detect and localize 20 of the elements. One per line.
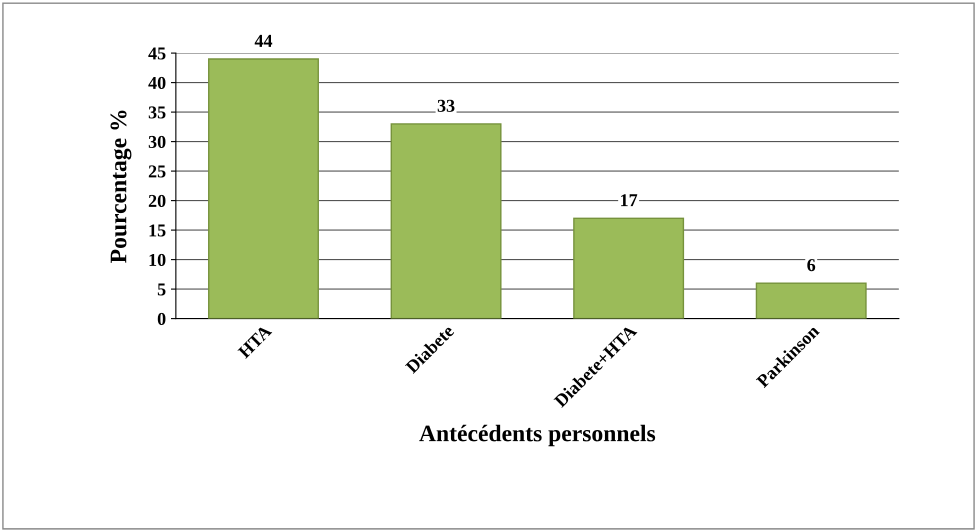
- y-tick-label: 40: [148, 76, 166, 90]
- y-axis-title: Pourcentage %: [110, 110, 132, 263]
- y-tick-label: 0: [158, 312, 166, 326]
- bar: [756, 282, 867, 319]
- data-label: 17: [621, 194, 638, 206]
- data-label: 6: [807, 259, 816, 272]
- y-tick-label: 35: [148, 106, 166, 119]
- bar: [573, 218, 684, 319]
- bar: [208, 58, 319, 319]
- y-tick-label: 30: [148, 136, 166, 148]
- y-tick-label: 5: [158, 284, 166, 296]
- x-axis-title: Antécédents personnels: [419, 424, 656, 446]
- y-tick-label: 25: [148, 165, 166, 178]
- data-label: 33: [438, 100, 454, 112]
- data-label: 44: [254, 34, 272, 47]
- y-tick-label: 15: [150, 224, 166, 237]
- bar: [390, 123, 502, 319]
- y-tick-label: 45: [148, 47, 166, 60]
- y-tick-label: 20: [148, 194, 166, 208]
- y-tick-label: 10: [150, 254, 166, 266]
